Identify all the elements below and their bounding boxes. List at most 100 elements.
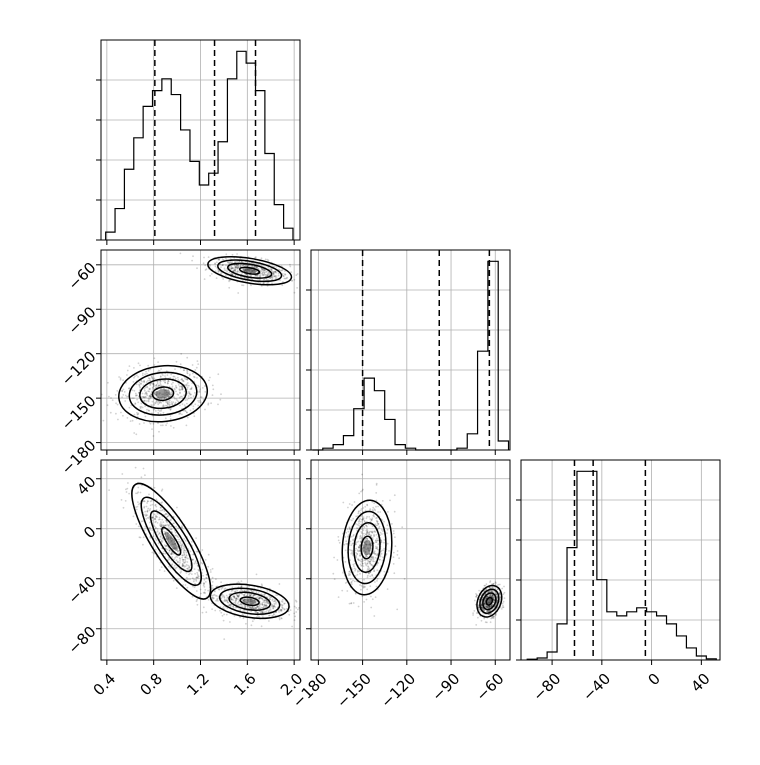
sample-point [214,609,217,612]
sample-point [363,586,366,588]
sample-point [220,393,222,396]
sample-point [374,541,377,543]
sample-point [494,581,497,584]
sample-point [272,605,275,608]
sample-point [250,593,253,596]
sample-point [221,264,224,266]
sample-point [159,518,161,521]
sample-point [134,375,136,378]
sample-point [337,539,340,542]
sample-point [157,384,160,387]
sample-point [281,606,283,608]
sample-point [217,600,219,602]
sample-point [272,272,274,274]
sample-point [268,277,271,280]
point-cloud [332,473,506,626]
sample-point [212,597,215,600]
y-tick-label-param-2-2: 0 [80,523,99,542]
sample-point [394,545,397,548]
sample-point [162,521,165,523]
sample-point [365,537,368,539]
sample-point [178,541,181,543]
sample-point [337,536,340,538]
sample-point [376,520,379,523]
sample-point [293,619,296,622]
sample-point [184,565,187,567]
sample-point [265,604,268,607]
sample-point [207,598,210,601]
sample-point [377,549,380,551]
sample-point [253,265,256,268]
sample-point [154,517,157,520]
sample-point [122,506,125,509]
sample-point [392,532,395,535]
sample-point [293,612,296,615]
sample-point [250,606,252,609]
sample-point [498,592,501,595]
sample-point [486,606,488,609]
sample-point [161,524,164,527]
sample-point [360,561,363,563]
sample-point [234,269,236,272]
sample-point [170,393,172,396]
sample-point [362,516,365,518]
sample-point [165,520,168,522]
sample-point [267,272,270,274]
sample-point [270,268,273,271]
sample-point [268,609,271,612]
sample-point [351,549,354,552]
sample-point [200,401,202,404]
sample-point [237,268,239,270]
sample-point [148,409,151,412]
sample-point [166,401,169,404]
sample-point [483,603,486,605]
sample-point [143,389,146,392]
sample-point [355,556,358,559]
sample-point [360,585,363,587]
sample-point [370,606,373,609]
sample-point [246,594,249,597]
sample-point [180,378,183,380]
sample-point [141,372,144,375]
sample-point [205,268,208,271]
density-contour-1-2 [482,592,497,611]
sample-point [247,589,250,592]
sample-point [480,604,483,606]
sample-point [228,604,230,606]
sample-point [170,401,173,403]
sample-point [189,578,191,581]
sample-point [147,377,150,380]
sample-point [247,274,249,277]
sample-point [162,524,165,527]
sample-point [485,605,488,608]
sample-point [134,392,137,395]
sample-point [116,403,119,406]
sample-point [369,508,372,510]
sample-point [253,594,255,597]
sample-point [148,388,151,390]
sample-point [483,602,486,605]
sample-point [376,553,379,556]
sample-point [373,508,376,511]
sample-point [386,528,389,531]
sample-point [160,502,163,504]
sample-point [125,491,128,493]
sample-point [204,592,206,595]
sample-point [169,399,171,402]
sample-point [116,390,119,392]
sample-point [265,600,268,602]
sample-point [272,613,275,615]
density-peak-0 [164,531,178,551]
sample-point [153,552,156,555]
sample-point [192,408,195,410]
sample-point [181,564,184,567]
sample-point [271,599,274,602]
sample-point [366,537,369,540]
sample-point [152,382,155,385]
sample-point [272,273,275,275]
sample-point [125,382,127,384]
sample-point [491,595,493,598]
sample-point [182,369,185,372]
sample-point [261,273,263,275]
sample-point [181,526,183,529]
